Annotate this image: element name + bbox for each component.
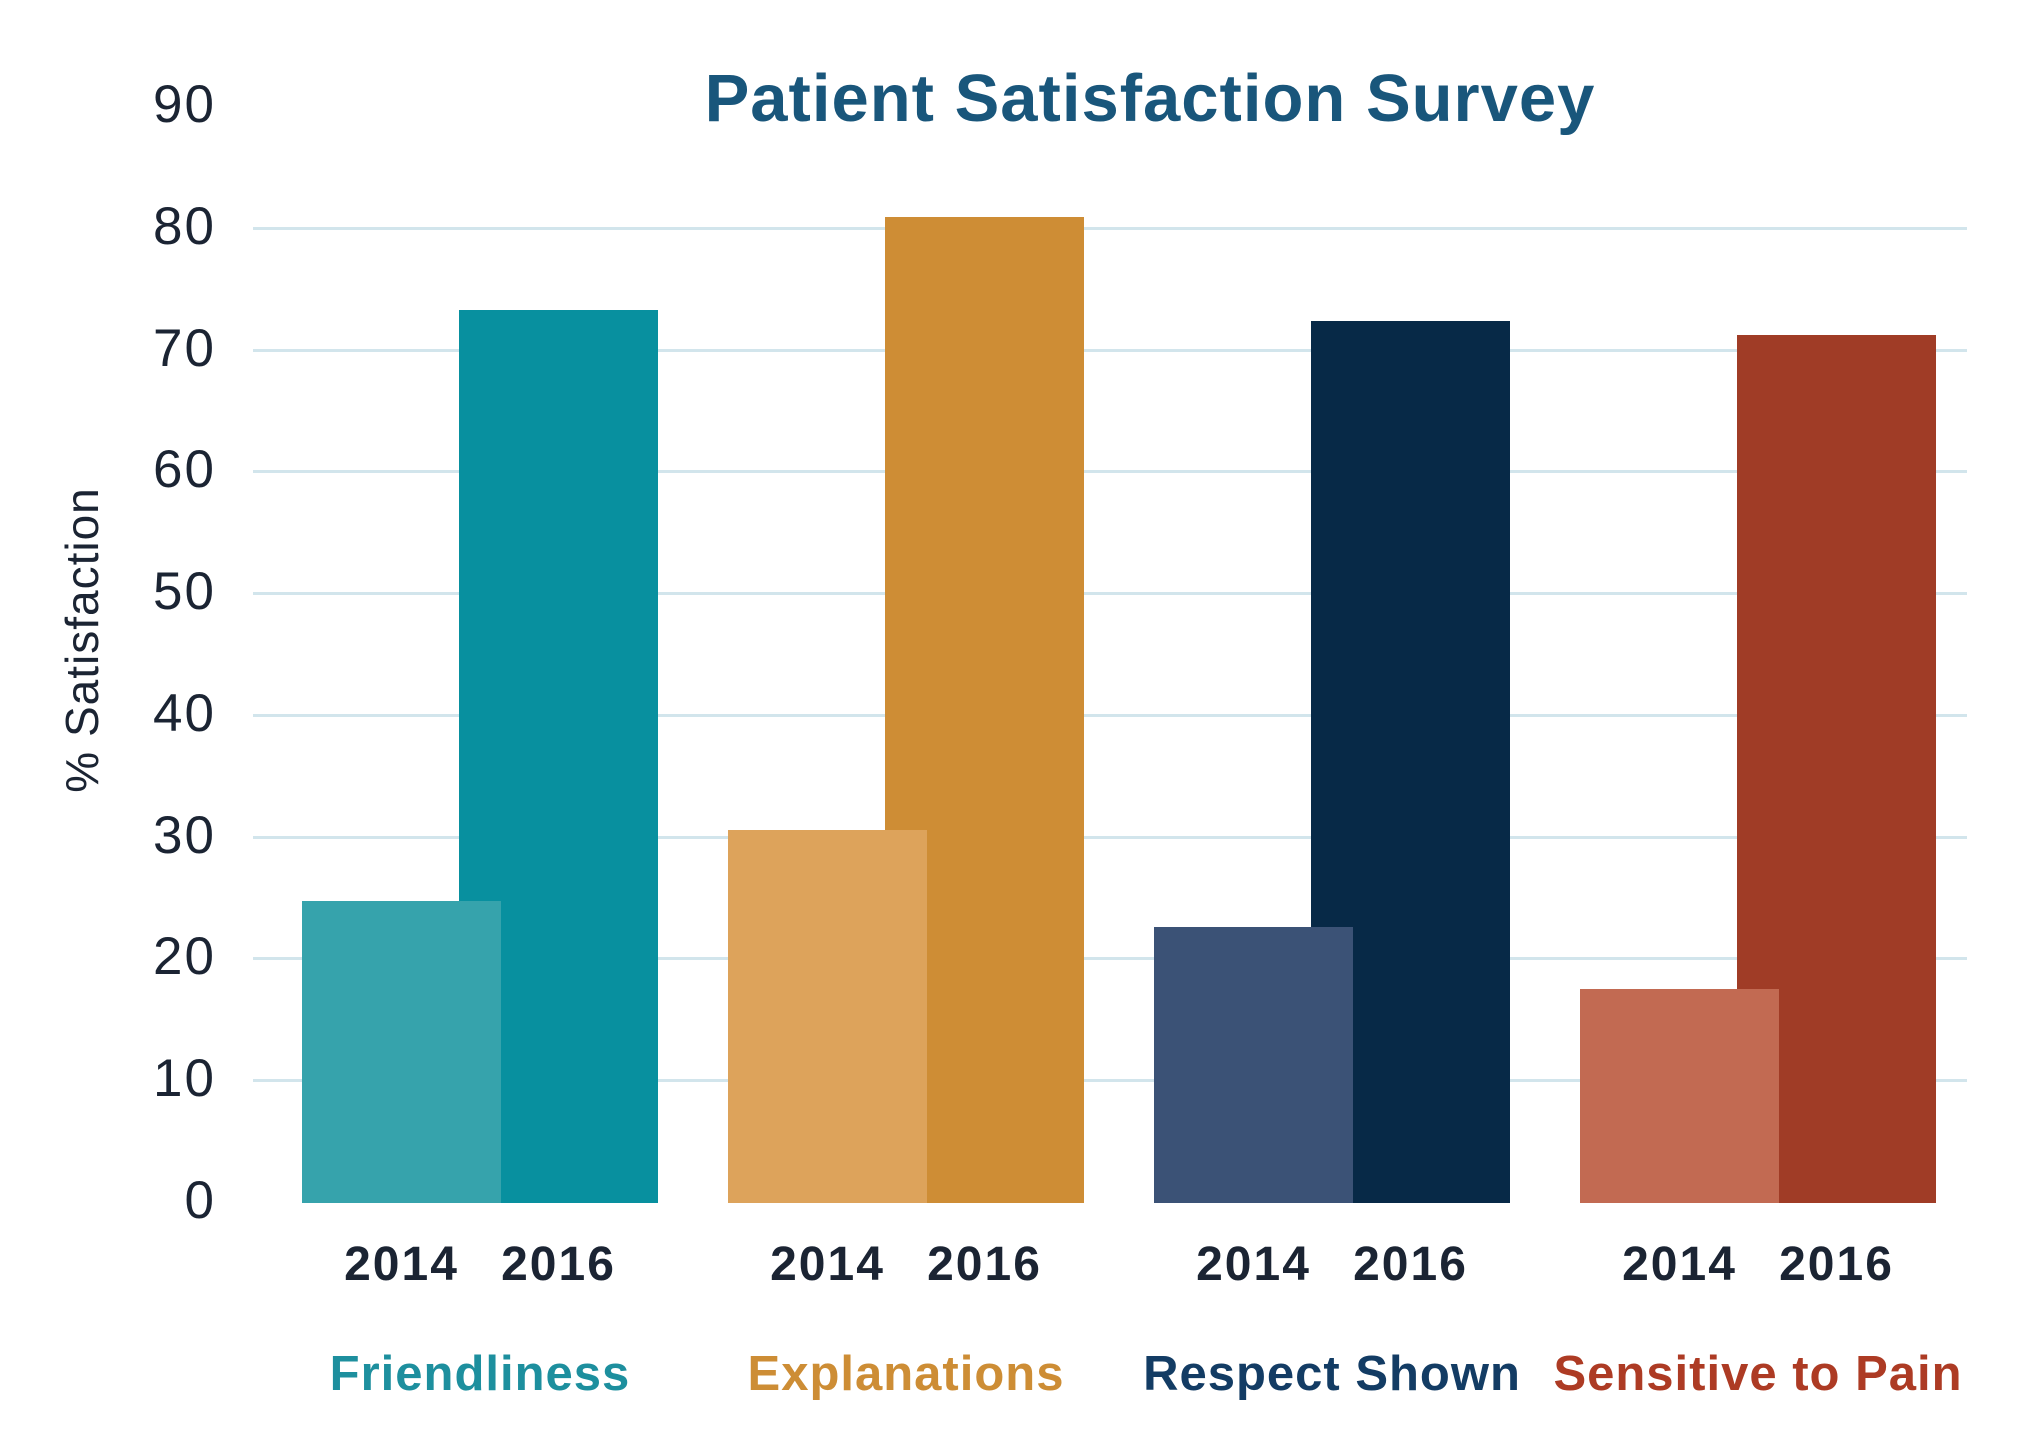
- y-tick-20: 20: [153, 927, 216, 987]
- y-tick-30: 30: [153, 805, 216, 865]
- bar-sensitive-to-pain-2014: [1580, 989, 1779, 1203]
- x-tick-explanations-2016: 2016: [927, 1238, 1042, 1291]
- bar-respect-shown-2014: [1154, 927, 1353, 1203]
- x-tick-respect-shown-2016: 2016: [1353, 1238, 1468, 1291]
- chart-title: Patient Satisfaction Survey: [704, 61, 1596, 136]
- x-tick-sensitive-to-pain-2016: 2016: [1779, 1238, 1894, 1291]
- y-tick-40: 40: [153, 683, 216, 743]
- category-label-respect-shown: Respect Shown: [1143, 1347, 1521, 1401]
- category-label-explanations: Explanations: [747, 1347, 1065, 1401]
- gridline-30: [253, 835, 1967, 839]
- x-tick-respect-shown-2014: 2014: [1196, 1238, 1311, 1291]
- gridline-50: [253, 592, 1967, 596]
- x-tick-explanations-2014: 2014: [770, 1238, 885, 1291]
- category-label-friendliness: Friendliness: [329, 1347, 631, 1401]
- gridline-60: [253, 470, 1967, 474]
- y-tick-70: 70: [153, 318, 216, 378]
- gridline-80: [253, 226, 1967, 230]
- y-tick-0: 0: [184, 1171, 216, 1231]
- y-tick-10: 10: [153, 1049, 216, 1109]
- category-label-sensitive-to-pain: Sensitive to Pain: [1553, 1347, 1963, 1401]
- x-tick-friendliness-2016: 2016: [501, 1238, 616, 1291]
- bar-explanations-2014: [728, 830, 927, 1203]
- plot-area: [253, 107, 1967, 1203]
- x-tick-friendliness-2014: 2014: [344, 1238, 459, 1291]
- gridline-20: [253, 957, 1967, 961]
- y-tick-80: 80: [153, 196, 216, 256]
- gridline-10: [253, 1079, 1967, 1083]
- y-axis-ticks: 90 80 70 60 50 40 30 20 10 0: [0, 75, 216, 1230]
- y-tick-50: 50: [153, 562, 216, 622]
- y-tick-60: 60: [153, 440, 216, 500]
- y-tick-90: 90: [153, 75, 216, 135]
- x-tick-sensitive-to-pain-2014: 2014: [1622, 1238, 1737, 1291]
- bar-friendliness-2014: [302, 901, 501, 1203]
- gridline-40: [253, 713, 1967, 717]
- gridline-70: [253, 348, 1967, 352]
